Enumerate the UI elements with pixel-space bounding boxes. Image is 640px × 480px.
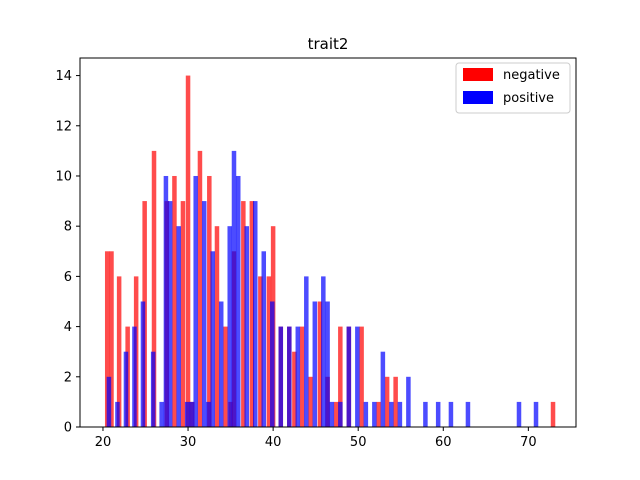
bar-negative-37 bbox=[550, 401, 556, 427]
legend-swatch-positive bbox=[463, 91, 493, 104]
bar-positive-2 bbox=[123, 351, 129, 427]
bar-positive-42 bbox=[435, 401, 441, 427]
bar-negative-8 bbox=[172, 175, 177, 427]
bar-positive-13 bbox=[201, 201, 207, 427]
plot-frame bbox=[79, 57, 577, 428]
bar-positive-8 bbox=[167, 201, 173, 427]
bar-positive-11 bbox=[189, 401, 194, 427]
bar-positive-43 bbox=[448, 401, 454, 427]
bar-positive-20 bbox=[244, 226, 250, 427]
bar-negative-0 bbox=[104, 251, 110, 427]
bar-positive-31 bbox=[329, 401, 335, 427]
bar-positive-15 bbox=[210, 251, 215, 427]
bar-negative-34 bbox=[376, 401, 381, 427]
bar-negative-33 bbox=[359, 326, 364, 427]
bar-positive-29 bbox=[321, 276, 326, 427]
bar-positive-22 bbox=[261, 251, 267, 427]
bar-negative-18 bbox=[241, 201, 246, 427]
bar-positive-10 bbox=[184, 401, 190, 427]
y-tick-label-10: 10 bbox=[55, 169, 72, 184]
bar-positive-3 bbox=[132, 326, 137, 427]
bar-positive-24 bbox=[278, 326, 284, 427]
bar-positive-6 bbox=[159, 401, 164, 427]
bar-positive-1 bbox=[115, 401, 120, 427]
bar-positive-46 bbox=[533, 401, 539, 427]
bar-positive-26 bbox=[295, 326, 301, 427]
bar-negative-6 bbox=[151, 150, 157, 427]
bar-negative-14 bbox=[214, 226, 220, 427]
x-tick-label-40: 40 bbox=[265, 435, 282, 450]
bar-positive-40 bbox=[406, 376, 411, 427]
bar-positive-44 bbox=[465, 401, 471, 427]
y-tick-label-4: 4 bbox=[64, 320, 72, 335]
bar-negative-27 bbox=[308, 376, 313, 427]
bar-positive-36 bbox=[372, 401, 377, 427]
legend-label-positive: positive bbox=[503, 91, 554, 106]
y-tick-label-2: 2 bbox=[64, 370, 72, 385]
bar-positive-32 bbox=[338, 401, 343, 427]
bar-positive-27 bbox=[304, 276, 309, 427]
bar-negative-12 bbox=[197, 150, 203, 427]
legend: negative positive bbox=[455, 62, 571, 114]
bar-negative-35 bbox=[384, 376, 390, 427]
bar-negative-9 bbox=[180, 201, 186, 427]
x-tick-label-60: 60 bbox=[435, 435, 452, 450]
bar-negative-2 bbox=[116, 276, 122, 427]
x-tick-label-50: 50 bbox=[350, 435, 367, 450]
y-tick-label-8: 8 bbox=[64, 220, 72, 235]
bar-positive-7 bbox=[163, 175, 169, 427]
bar-positive-12 bbox=[193, 175, 198, 427]
bar-positive-18 bbox=[231, 150, 237, 427]
y-tick-label-0: 0 bbox=[64, 421, 72, 436]
bar-positive-35 bbox=[363, 401, 369, 427]
legend-swatch-negative bbox=[463, 68, 493, 81]
bar-negative-15 bbox=[223, 326, 228, 427]
bar-negative-28 bbox=[317, 301, 323, 427]
bar-positive-33 bbox=[346, 326, 352, 427]
bar-positive-19 bbox=[235, 175, 241, 427]
bar-positive-30 bbox=[325, 301, 330, 427]
bar-positive-21 bbox=[253, 201, 258, 427]
bar-negative-25 bbox=[292, 351, 297, 427]
bar-positive-0 bbox=[106, 376, 112, 427]
legend-label-negative: negative bbox=[503, 68, 560, 83]
bar-positive-5 bbox=[150, 351, 156, 427]
bar-positive-4 bbox=[140, 301, 146, 427]
bar-positive-34 bbox=[355, 326, 360, 427]
bar-negative-26 bbox=[299, 326, 305, 427]
bars-group bbox=[104, 75, 556, 427]
bar-negative-21 bbox=[266, 276, 272, 427]
bar-negative-20 bbox=[258, 276, 263, 427]
x-tick-label-70: 70 bbox=[520, 435, 537, 450]
bar-positive-9 bbox=[176, 226, 181, 427]
bar-positive-39 bbox=[397, 401, 403, 427]
bar-negative-10 bbox=[185, 75, 191, 427]
x-tick-label-20: 20 bbox=[95, 435, 112, 450]
y-tick-label-14: 14 bbox=[55, 69, 72, 84]
bar-negative-30 bbox=[333, 401, 339, 427]
y-tick-label-6: 6 bbox=[64, 270, 72, 285]
bar-positive-28 bbox=[312, 301, 318, 427]
bar-positive-37 bbox=[380, 351, 386, 427]
bar-positive-25 bbox=[287, 326, 292, 427]
bar-negative-1 bbox=[109, 251, 114, 427]
bar-positive-41 bbox=[423, 401, 428, 427]
bar-positive-23 bbox=[270, 301, 275, 427]
y-tick-label-12: 12 bbox=[55, 119, 72, 134]
bar-positive-16 bbox=[218, 301, 224, 427]
bar-negative-13 bbox=[207, 175, 212, 427]
axes-group: 20 30 40 50 60 70 0 2 4 6 8 10 12 14 bbox=[55, 57, 577, 450]
x-tick-label-30: 30 bbox=[180, 435, 197, 450]
bar-negative-36 bbox=[393, 376, 398, 427]
bar-positive-45 bbox=[516, 401, 522, 427]
bar-positive-17 bbox=[227, 226, 232, 427]
bar-negative-31 bbox=[338, 326, 343, 427]
chart-title: trait2 bbox=[308, 35, 349, 53]
bar-positive-14 bbox=[206, 401, 211, 427]
bar-negative-19 bbox=[249, 201, 255, 427]
bar-positive-38 bbox=[389, 401, 394, 427]
